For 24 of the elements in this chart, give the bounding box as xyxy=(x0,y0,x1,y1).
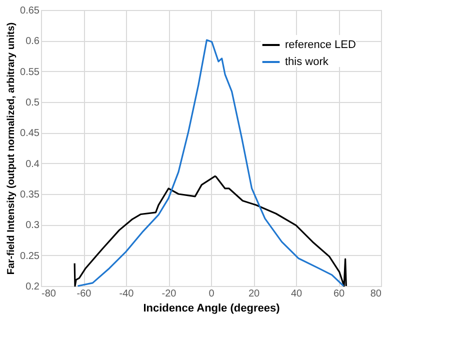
legend-label: this work xyxy=(285,56,329,68)
x-tick-label: -60 xyxy=(76,288,92,300)
x-tick-label: 0 xyxy=(208,288,215,300)
y-tick-label: 0.2 xyxy=(26,282,40,292)
x-tick-label: -20 xyxy=(162,288,177,300)
x-tick-label: -80 xyxy=(42,288,56,300)
x-tick-label: 80 xyxy=(370,288,382,300)
x-tick-label: 40 xyxy=(290,288,302,300)
line-series xyxy=(74,175,347,287)
y-tick-label: 0.65 xyxy=(20,6,40,16)
x-tick-label: -40 xyxy=(119,288,134,300)
y-tick-label: 0.5 xyxy=(26,98,40,108)
y-tick-label: 0.6 xyxy=(26,36,40,48)
x-axis-title: Incidence Angle (degrees) xyxy=(143,302,280,314)
y-tick-label: 0.3 xyxy=(26,220,40,232)
y-tick-label: 0.45 xyxy=(20,128,40,140)
x-tick-label: 20 xyxy=(248,288,260,300)
legend-label: reference LED xyxy=(285,39,356,51)
x-tick-label: 60 xyxy=(333,288,345,300)
y-tick-label: 0.35 xyxy=(20,190,40,200)
y-tick-label: 0.4 xyxy=(26,158,40,170)
y-tick-label: 0.25 xyxy=(20,250,40,262)
y-tick-label: 0.55 xyxy=(20,66,40,78)
y-axis-title: Far-field Intensity (output normalized, arbitrary units) xyxy=(6,22,18,275)
